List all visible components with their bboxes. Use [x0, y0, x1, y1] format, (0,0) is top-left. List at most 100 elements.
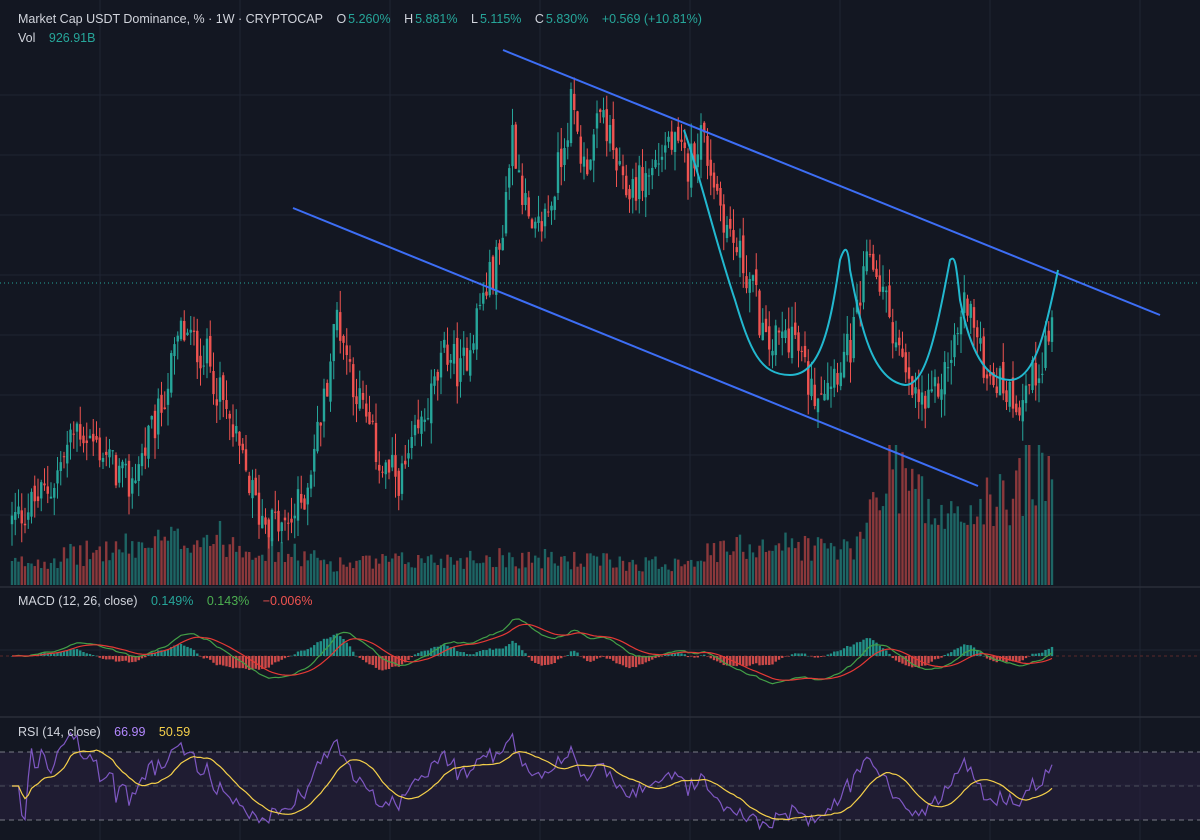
macd-histogram-bar — [231, 656, 235, 669]
macd-histogram-bar — [449, 647, 452, 656]
volume-bar — [296, 560, 300, 585]
candle-body — [615, 148, 618, 171]
candle-body — [75, 423, 79, 432]
candle-body — [898, 337, 901, 346]
volume-legend[interactable]: Vol 926.91B — [18, 31, 97, 45]
candle-body — [566, 140, 569, 147]
macd-histogram-bar — [478, 651, 482, 656]
volume-bar — [703, 561, 706, 585]
macd-histogram-bar — [144, 656, 147, 658]
macd-histogram-bar — [186, 646, 189, 656]
candle-body — [1031, 359, 1034, 391]
macd-histogram-value: −0.006% — [262, 594, 313, 608]
candle-body — [251, 480, 254, 499]
macd-histogram-bar — [1047, 648, 1050, 656]
candle-body — [202, 365, 205, 367]
macd-legend[interactable]: MACD (12, 26, close) 0.149% 0.143% −0.00… — [18, 594, 314, 608]
candle-body — [911, 376, 914, 396]
candle-body — [303, 498, 306, 510]
volume-bar — [235, 551, 238, 585]
volume-bar — [716, 562, 719, 585]
candle-body — [508, 168, 511, 188]
candle-body — [121, 461, 124, 469]
candle-body — [878, 275, 881, 292]
volume-bar — [153, 536, 157, 585]
macd-histogram-bar — [589, 656, 592, 662]
candle-body — [495, 246, 498, 295]
macd-histogram-bar — [608, 656, 612, 659]
volume-bar — [748, 544, 751, 585]
candle-body — [381, 471, 384, 473]
macd-histogram-bar — [173, 645, 176, 656]
volume-bar — [985, 477, 989, 585]
macd-histogram-bar — [244, 656, 248, 669]
candle-body — [543, 208, 547, 227]
candle-body — [729, 218, 732, 229]
candle-body — [56, 470, 59, 484]
macd-histogram-bar — [495, 648, 498, 656]
volume-bar — [826, 548, 829, 585]
macd-histogram-bar — [842, 648, 846, 656]
macd-histogram-bar — [202, 656, 205, 659]
volume-bar — [384, 555, 387, 585]
candle-body — [329, 361, 332, 402]
symbol-title: Market Cap USDT Dominance, % · 1W · CRYP… — [18, 12, 323, 26]
rsi-legend[interactable]: RSI (14, close) 66.99 50.59 — [18, 725, 192, 739]
candle-body — [378, 464, 381, 471]
candle-body — [865, 251, 868, 272]
candle-body — [719, 187, 722, 206]
volume-bar — [563, 556, 566, 585]
macd-histogram-bar — [625, 656, 628, 668]
volume-bar — [147, 547, 150, 585]
chart-drawings[interactable] — [292, 49, 1161, 487]
candle-body — [436, 371, 439, 381]
macd-histogram-bar — [586, 656, 589, 662]
candle-body — [186, 332, 189, 336]
volume-bar — [326, 564, 329, 585]
macd-histogram-bar — [521, 650, 524, 656]
candle-body — [556, 152, 560, 193]
candle-body — [420, 416, 423, 434]
volume-bar — [862, 538, 865, 585]
candle-body — [959, 316, 963, 335]
volume-bar — [254, 557, 257, 585]
macd-histogram-bar — [680, 653, 683, 656]
macd-histogram-bar — [657, 656, 660, 658]
candle-body — [459, 358, 462, 382]
candle-body — [667, 136, 670, 142]
macd-histogram-bar — [378, 656, 381, 670]
macd-histogram-bar — [426, 650, 430, 656]
macd-histogram-bar — [621, 656, 625, 666]
macd-histogram-bar — [264, 656, 267, 669]
macd-histogram-bar — [836, 651, 839, 656]
volume-bar — [244, 551, 248, 585]
candle-body — [209, 336, 212, 367]
candle-body — [410, 436, 413, 449]
candle-body — [937, 383, 940, 397]
macd-histogram-bar — [423, 650, 426, 656]
candle-body — [482, 292, 485, 304]
macd-histogram-bar — [547, 656, 550, 665]
macd-histogram-bar — [751, 656, 755, 665]
volume-bar — [118, 549, 121, 585]
macd-histogram-bar — [654, 656, 657, 659]
volume-bar — [95, 550, 98, 585]
candle-body — [582, 156, 586, 167]
candle-body — [140, 453, 144, 467]
volume-bar — [218, 520, 222, 585]
volume-bar — [569, 569, 573, 585]
price-legend[interactable]: Market Cap USDT Dominance, % · 1W · CRYP… — [18, 12, 704, 26]
rsi-pane — [0, 731, 1200, 831]
candle-body — [40, 482, 43, 499]
candle-body — [686, 153, 690, 182]
volume-bar — [937, 524, 940, 585]
volume-bar — [339, 557, 342, 585]
volume-bar — [979, 498, 982, 585]
volume-bar — [498, 548, 501, 585]
volume-bar — [420, 558, 423, 585]
candle-body — [846, 333, 849, 356]
candle-body — [465, 347, 469, 371]
